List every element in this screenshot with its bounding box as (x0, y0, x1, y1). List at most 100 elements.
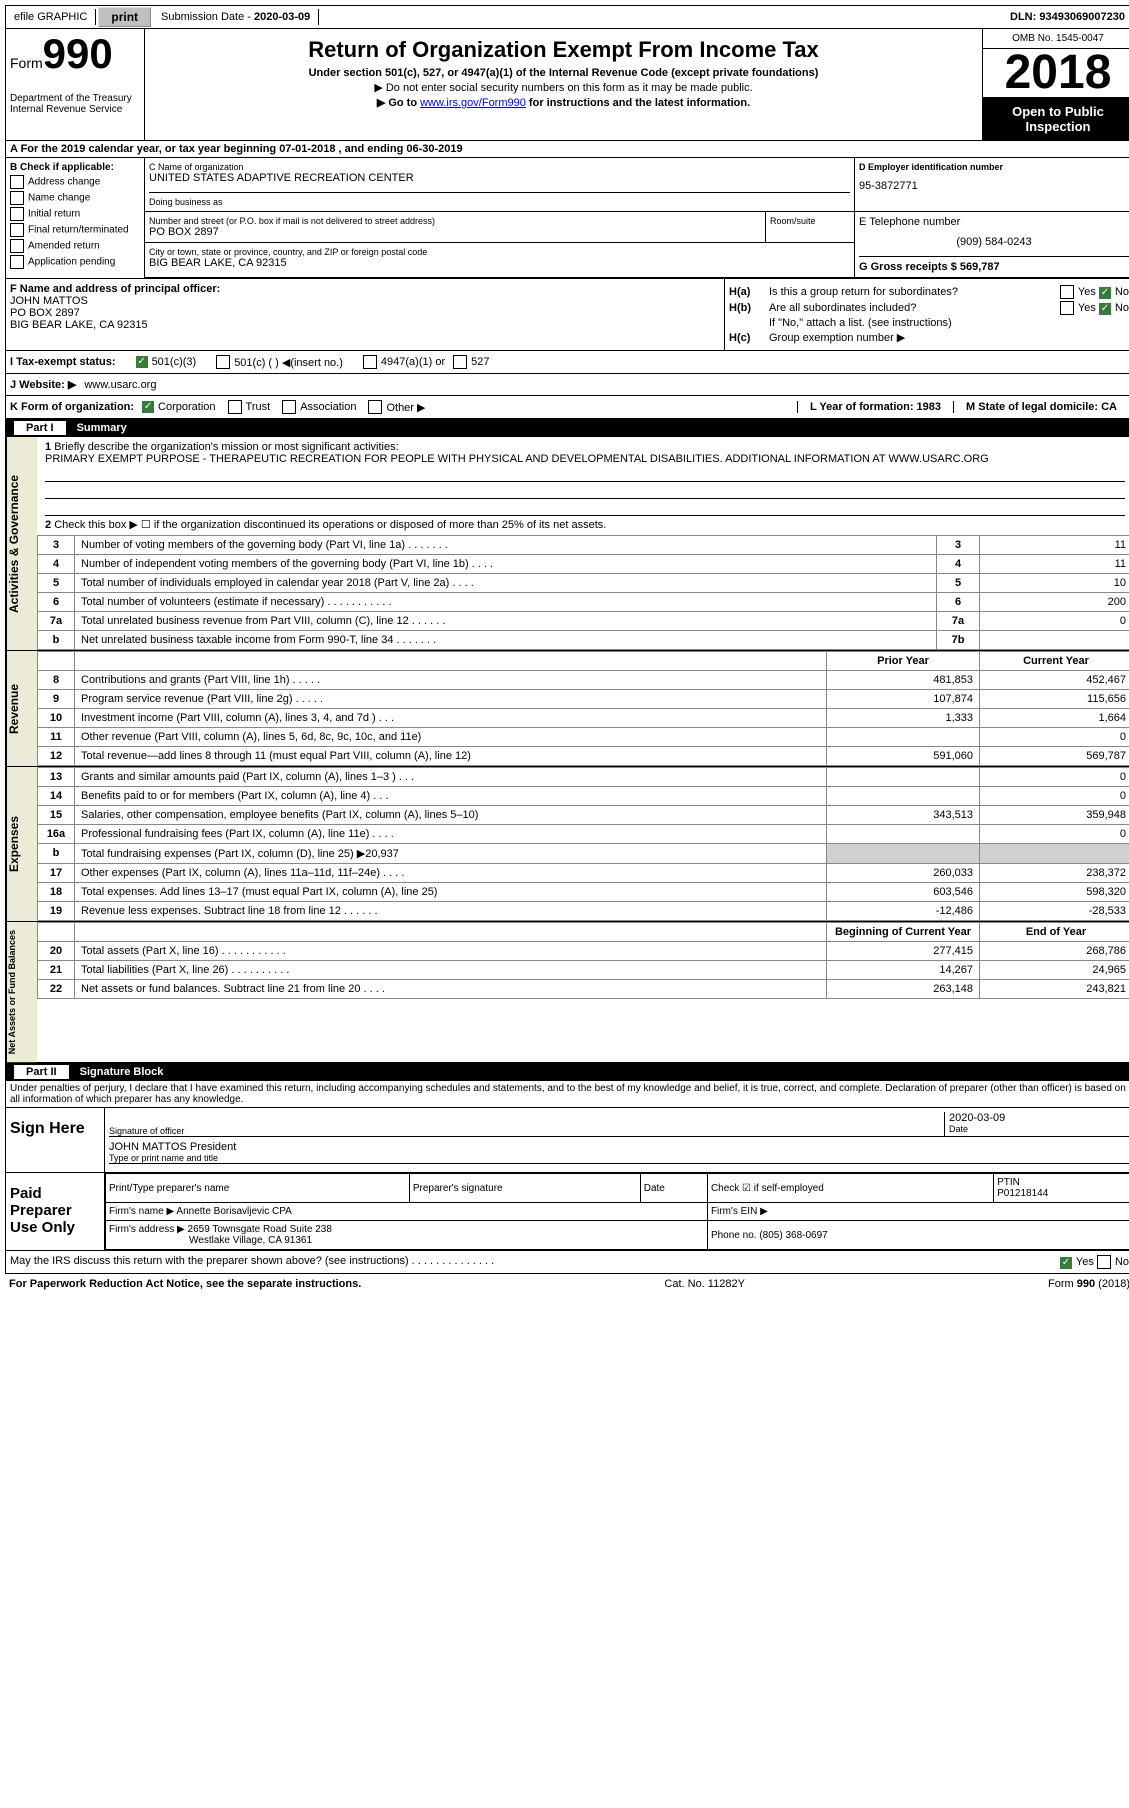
officer-group-grid: F Name and address of principal officer:… (5, 279, 1129, 351)
form-subtitle: Under section 501(c), 527, or 4947(a)(1)… (149, 67, 978, 79)
part1-header: Part I Summary (5, 419, 1129, 437)
ha-yes-cb[interactable] (1060, 285, 1074, 299)
form-label: Form (10, 55, 43, 71)
ha-label: H(a) (729, 286, 769, 298)
prep-sig-label: Preparer's signature (409, 1174, 640, 1203)
form990-link[interactable]: www.irs.gov/Form990 (420, 97, 526, 109)
tax-year: 2018 (983, 49, 1129, 98)
table-row: 16aProfessional fundraising fees (Part I… (38, 825, 1129, 844)
part2-title: Signature Block (80, 1066, 164, 1078)
hc-label: H(c) (729, 332, 769, 344)
print-button[interactable]: print (98, 7, 151, 27)
ein-label: D Employer identification number (859, 162, 1129, 172)
sign-here-section: Sign Here Signature of officer 2020-03-0… (5, 1108, 1129, 1173)
open-public-badge: Open to Public Inspection (983, 98, 1129, 140)
cb-501c3[interactable]: ✓ (136, 356, 148, 368)
discuss-no-cb[interactable] (1097, 1255, 1111, 1269)
netassets-side-label: Net Assets or Fund Balances (6, 922, 37, 1062)
firm-name: Firm's name ▶ Annette Borisavljevic CPA (106, 1203, 708, 1221)
cb-501c[interactable] (216, 355, 230, 369)
city-cell: City or town, state or province, country… (145, 243, 854, 273)
cb-assoc[interactable] (282, 400, 296, 414)
form-title: Return of Organization Exempt From Incom… (149, 37, 978, 63)
firm-phone: Phone no. (805) 368-0697 (707, 1221, 1129, 1250)
k-label: K Form of organization: (10, 401, 134, 413)
prep-ptin: PTINP01218144 (994, 1174, 1129, 1203)
table-row: 3Number of voting members of the governi… (38, 536, 1129, 555)
page-footer: For Paperwork Reduction Act Notice, see … (5, 1274, 1129, 1294)
hb-no-cb[interactable]: ✓ (1099, 303, 1111, 315)
officer-addr2: BIG BEAR LAKE, CA 92315 (10, 319, 720, 331)
footer-left: For Paperwork Reduction Act Notice, see … (9, 1278, 361, 1290)
revenue-section: Revenue Prior YearCurrent Year 8Contribu… (5, 651, 1129, 767)
ha-no-cb[interactable]: ✓ (1099, 287, 1111, 299)
hb-yes-cb[interactable] (1060, 301, 1074, 315)
form-number: 990 (43, 30, 113, 77)
row-name-ein: C Name of organization UNITED STATES ADA… (145, 158, 1129, 212)
discuss-text: May the IRS discuss this return with the… (10, 1255, 494, 1269)
group-return-cell: H(a)Is this a group return for subordina… (725, 279, 1129, 350)
expenses-side-label: Expenses (6, 767, 37, 921)
part1-num: Part I (14, 421, 66, 435)
table-row: 8Contributions and grants (Part VIII, li… (38, 671, 1129, 690)
mission-label: Briefly describe the organization's miss… (54, 441, 398, 453)
form-title-cell: Return of Organization Exempt From Incom… (145, 29, 983, 140)
cb-corp[interactable]: ✓ (142, 401, 154, 413)
row-address: Number and street (or P.O. box if mail i… (145, 212, 1129, 278)
cb-amended-return[interactable]: Amended return (10, 239, 140, 253)
cb-other[interactable] (368, 400, 382, 414)
mission-section: 1 Briefly describe the organization's mi… (37, 437, 1129, 535)
table-row: 11Other revenue (Part VIII, column (A), … (38, 728, 1129, 747)
form-org-row: K Form of organization: ✓Corporation Tru… (5, 396, 1129, 419)
sign-here-label: Sign Here (6, 1108, 105, 1172)
org-name-cell: C Name of organization UNITED STATES ADA… (145, 158, 855, 211)
phone-cell: E Telephone number (909) 584-0243 G Gros… (855, 212, 1129, 277)
firm-ein: Firm's EIN ▶ (707, 1203, 1129, 1221)
cb-final-return[interactable]: Final return/terminated (10, 223, 140, 237)
officer-name: JOHN MATTOS (10, 295, 720, 307)
table-row: 18Total expenses. Add lines 13–17 (must … (38, 883, 1129, 902)
cb-527[interactable] (453, 355, 467, 369)
footer-center: Cat. No. 11282Y (664, 1278, 745, 1290)
website-label: J Website: ▶ (10, 378, 76, 391)
part1-title: Summary (77, 422, 127, 434)
form-id-cell: Form990 Department of the Treasury Inter… (6, 29, 145, 140)
year-cell: OMB No. 1545-0047 2018 Open to Public In… (983, 29, 1129, 140)
dba-label: Doing business as (149, 192, 850, 207)
table-row: bTotal fundraising expenses (Part IX, co… (38, 844, 1129, 864)
table-row: bNet unrelated business taxable income f… (38, 631, 1129, 650)
org-name: UNITED STATES ADAPTIVE RECREATION CENTER (149, 172, 850, 184)
penalty-text: Under penalties of perjury, I declare th… (5, 1081, 1129, 1108)
table-row: 7aTotal unrelated business revenue from … (38, 612, 1129, 631)
table-row: 13Grants and similar amounts paid (Part … (38, 768, 1129, 787)
expenses-section: Expenses 13Grants and similar amounts pa… (5, 767, 1129, 922)
discontinued-check: Check this box ▶ ☐ if the organization d… (54, 519, 606, 531)
efile-label: efile GRAPHIC (6, 9, 96, 25)
discuss-yes-cb[interactable]: ✓ (1060, 1257, 1072, 1269)
table-row: 10Investment income (Part VIII, column (… (38, 709, 1129, 728)
end-year-header: End of Year (980, 923, 1129, 942)
cb-initial-return[interactable]: Initial return (10, 207, 140, 221)
cb-trust[interactable] (228, 400, 242, 414)
cb-application-pending[interactable]: Application pending (10, 255, 140, 269)
prior-year-header: Prior Year (827, 652, 980, 671)
cb-4947[interactable] (363, 355, 377, 369)
cb-address-change[interactable]: Address change (10, 175, 140, 189)
cb-name-change[interactable]: Name change (10, 191, 140, 205)
ssn-note: ▶ Do not enter social security numbers o… (149, 81, 978, 94)
preparer-table: Print/Type preparer's name Preparer's si… (105, 1173, 1129, 1250)
street-value: PO BOX 2897 (149, 226, 761, 238)
submission-date: Submission Date - 2020-03-09 (153, 9, 319, 25)
website-row: J Website: ▶ www.usarc.org (5, 374, 1129, 396)
revenue-side-label: Revenue (6, 651, 37, 766)
gross-receipts: G Gross receipts $ 569,787 (859, 256, 1129, 273)
top-bar: efile GRAPHIC print Submission Date - 20… (5, 5, 1129, 29)
section-b-title: B Check if applicable: (10, 162, 140, 173)
officer-label: F Name and address of principal officer: (10, 283, 720, 295)
sig-date-label: Date (949, 1124, 1129, 1134)
table-row: 22Net assets or fund balances. Subtract … (38, 980, 1129, 999)
table-row: 9Program service revenue (Part VIII, lin… (38, 690, 1129, 709)
city-label: City or town, state or province, country… (149, 247, 850, 257)
dept-treasury: Department of the Treasury Internal Reve… (10, 93, 140, 115)
mission-text: PRIMARY EXEMPT PURPOSE - THERAPEUTIC REC… (45, 453, 1125, 465)
